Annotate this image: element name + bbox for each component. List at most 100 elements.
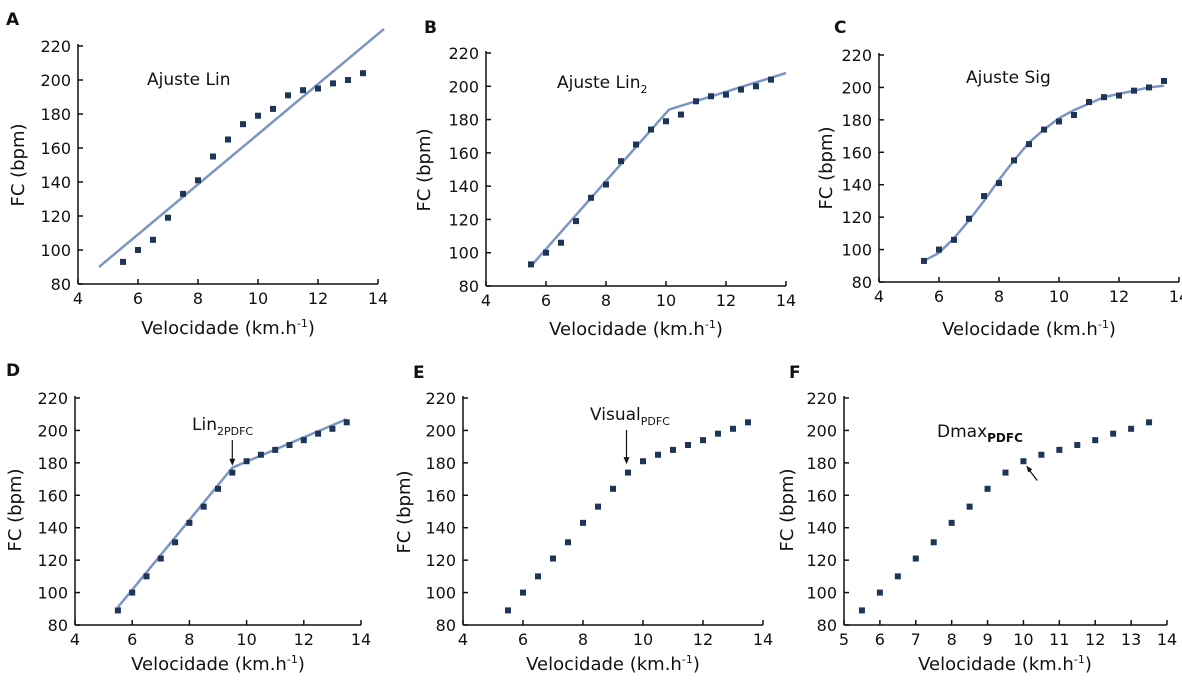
y-tick-label: 180: [37, 454, 68, 473]
x-tick-label: 10: [1013, 630, 1033, 649]
data-point: [1056, 446, 1063, 453]
y-tick-label: 220: [425, 389, 456, 408]
data-point: [180, 190, 186, 197]
annotation-label: Ajuste Lin: [147, 70, 230, 90]
x-tick-label: 10: [633, 630, 653, 649]
fit-line: [923, 84, 1165, 262]
data-point: [1146, 419, 1153, 426]
x-tick-label: 5: [839, 630, 849, 649]
data-point: [625, 469, 631, 476]
fit-line: [116, 417, 348, 608]
data-point: [186, 519, 193, 526]
data-point: [618, 158, 624, 165]
data-point: [272, 446, 279, 453]
x-tick-label: 14: [776, 291, 796, 310]
data-point: [738, 86, 744, 93]
x-tick-label: 14: [1157, 630, 1177, 649]
y-tick-label: 220: [806, 389, 837, 408]
y-tick-label: 180: [841, 111, 872, 130]
annotation-arrowhead: [1026, 465, 1033, 473]
data-point: [693, 98, 699, 105]
data-point: [730, 425, 736, 432]
data-point: [229, 469, 236, 476]
data-point: [210, 153, 216, 160]
annotation-arrowhead: [229, 458, 236, 466]
y-tick-label: 100: [425, 584, 456, 603]
x-tick-label: 10: [248, 289, 268, 308]
x-tick-label: 12: [308, 289, 328, 308]
data-point: [330, 80, 336, 87]
y-tick-label: 180: [425, 454, 456, 473]
y-tick-label: 180: [806, 454, 837, 473]
data-point: [936, 246, 942, 253]
y-tick-label: 80: [852, 273, 872, 292]
data-point: [700, 437, 706, 444]
y-tick-label: 140: [806, 519, 837, 538]
data-point: [1128, 425, 1135, 432]
y-tick-label: 120: [841, 208, 872, 227]
x-tick-label: 12: [693, 630, 713, 649]
y-tick-label: 100: [40, 241, 71, 260]
x-tick-label: 10: [236, 630, 256, 649]
data-point: [1116, 92, 1122, 99]
data-point: [580, 519, 586, 526]
data-point: [543, 249, 549, 256]
y-tick-label: 120: [40, 207, 71, 226]
y-tick-label: 160: [37, 486, 68, 505]
y-tick-label: 80: [436, 616, 456, 635]
data-point: [225, 136, 231, 143]
data-point: [120, 258, 126, 265]
data-point: [588, 194, 594, 201]
panel-a: A 80 100 120 140 160 180 200 220 4 6 8 10 12 14 FC (bpm…: [6, 10, 388, 339]
data-point: [1056, 118, 1062, 125]
data-point: [195, 177, 201, 184]
data-point: [157, 555, 164, 562]
y-axis-title: FC (bpm): [777, 468, 798, 551]
y-tick-label: 220: [37, 389, 68, 408]
y-tick-label: 100: [448, 244, 479, 263]
data-point: [753, 83, 759, 90]
data-point: [300, 437, 307, 444]
panel-b: B 80 100 120 140 160 180 200 220 4 6 8 10 12 14 FC (bpm…: [414, 18, 796, 340]
annotation-label: Ajuste Lin2: [557, 73, 647, 96]
data-point: [285, 92, 291, 99]
y-tick-label: 100: [806, 584, 837, 603]
y-tick-label: 120: [806, 551, 837, 570]
x-tick-label: 8: [193, 289, 203, 308]
data-point: [640, 458, 646, 465]
x-axis-title: Velocidade (km.h-1): [131, 653, 305, 675]
data-point: [1092, 437, 1099, 444]
panel-d: D 80 100 120 140 160 180 200 220 4 6 8 10 12 14 FC (bpm…: [5, 361, 371, 675]
annotation-label: Lin2PDFC: [192, 415, 253, 438]
panel-e: E 80 100 120 140 160 180 200 220 4 6 8 10 12 14 FC (bpm…: [394, 363, 773, 675]
data-point: [930, 539, 937, 546]
data-point: [243, 458, 250, 465]
data-point: [1002, 469, 1009, 476]
fit-line: [98, 28, 385, 268]
data-point: [948, 519, 955, 526]
data-point: [528, 261, 534, 268]
y-tick-label: 160: [448, 144, 479, 163]
data-point: [300, 87, 306, 94]
data-point: [648, 126, 654, 133]
y-axis-title: FC (bpm): [5, 468, 26, 551]
y-tick-label: 160: [425, 486, 456, 505]
data-point: [315, 430, 322, 437]
data-point: [1026, 141, 1032, 148]
x-tick-label: 10: [656, 291, 676, 310]
data-point: [921, 257, 927, 264]
data-point: [678, 111, 684, 118]
data-point: [135, 247, 141, 253]
y-tick-label: 160: [841, 143, 872, 162]
y-axis-title: FC (bpm): [414, 128, 435, 211]
data-point: [708, 93, 714, 100]
data-point: [200, 503, 207, 510]
data-point: [1086, 99, 1092, 106]
data-point: [215, 485, 221, 492]
data-point: [1146, 84, 1152, 91]
data-point: [129, 589, 136, 596]
y-tick-label: 140: [425, 519, 456, 538]
x-tick-label: 6: [518, 630, 528, 649]
data-point: [715, 430, 721, 437]
fit-line: [530, 71, 787, 267]
